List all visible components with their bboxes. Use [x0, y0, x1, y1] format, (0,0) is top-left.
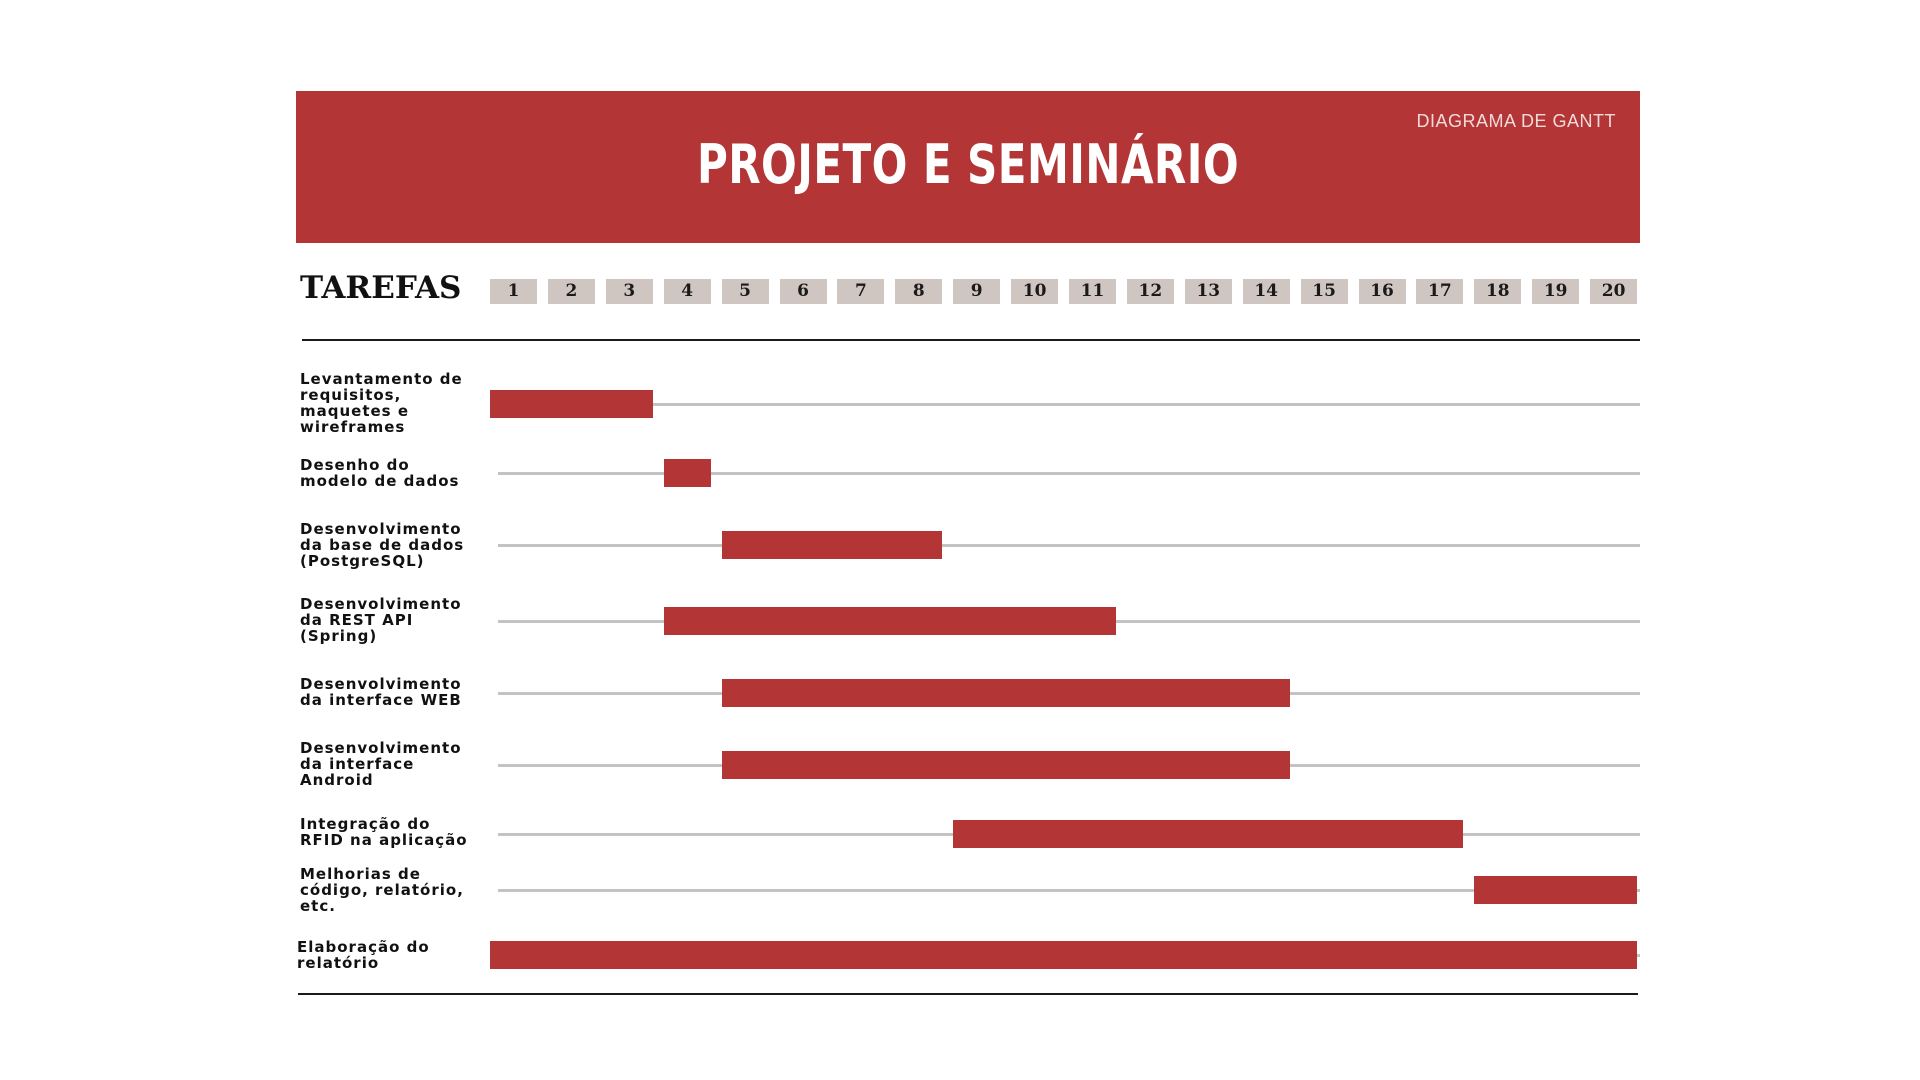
period-cell-11: 11	[1069, 279, 1116, 304]
task-label: Desenvolvimento da interface Android	[300, 739, 462, 789]
task-track	[498, 472, 1640, 475]
footer-rule	[298, 993, 1638, 995]
period-cell-13: 13	[1184, 279, 1232, 304]
task-bar	[721, 679, 1290, 707]
period-cell-2: 2	[547, 279, 595, 304]
task-label: Melhorias de código, relatório, etc.	[300, 865, 464, 915]
task-label: Desenho do modelo de dados	[300, 456, 460, 490]
task-label: Desenvolvimento da REST API (Spring)	[300, 595, 462, 645]
period-cell-8: 8	[895, 279, 943, 304]
task-bar	[490, 941, 1638, 969]
header-rule	[302, 339, 1640, 341]
period-cell-19: 19	[1532, 279, 1580, 304]
task-label: Integração do RFID na aplicação	[300, 815, 468, 849]
task-bar	[663, 607, 1116, 635]
header-band: DIAGRAMA DE GANTT PROJETO E SEMINÁRIO	[296, 91, 1640, 243]
tasks-heading: TAREFAS	[300, 270, 462, 306]
period-cell-3: 3	[605, 279, 653, 304]
header-subtitle: DIAGRAMA DE GANTT	[1416, 111, 1616, 131]
task-label: Desenvolvimento da interface WEB	[300, 675, 462, 709]
task-label: Levantamento de requisitos, maquetes e w…	[300, 370, 463, 436]
task-bar	[721, 531, 943, 559]
period-cell-15: 15	[1300, 279, 1348, 304]
task-bar	[953, 820, 1464, 848]
task-track	[498, 889, 1640, 892]
period-cell-9: 9	[953, 279, 1001, 304]
task-track	[498, 544, 1640, 547]
task-bar	[1474, 876, 1638, 904]
period-cell-4: 4	[663, 279, 711, 304]
period-cell-5: 5	[721, 279, 769, 304]
period-cell-12: 12	[1126, 279, 1174, 304]
period-cell-7: 7	[837, 279, 885, 304]
period-cell-14: 14	[1242, 279, 1290, 304]
page-title: PROJETO E SEMINÁRIO	[696, 133, 1240, 196]
task-bar	[721, 751, 1290, 779]
period-cell-1: 1	[490, 279, 537, 304]
task-label: Desenvolvimento da base de dados (Postgr…	[300, 520, 465, 570]
task-track	[498, 403, 1640, 406]
task-label: Elaboração do relatório	[297, 938, 430, 972]
period-cell-17: 17	[1416, 279, 1464, 304]
period-cell-20: 20	[1590, 279, 1638, 304]
period-cell-18: 18	[1474, 279, 1522, 304]
period-cell-16: 16	[1358, 279, 1406, 304]
period-cell-6: 6	[779, 279, 827, 304]
task-bar	[663, 459, 711, 487]
task-bar	[490, 390, 653, 418]
period-cell-10: 10	[1011, 279, 1059, 304]
